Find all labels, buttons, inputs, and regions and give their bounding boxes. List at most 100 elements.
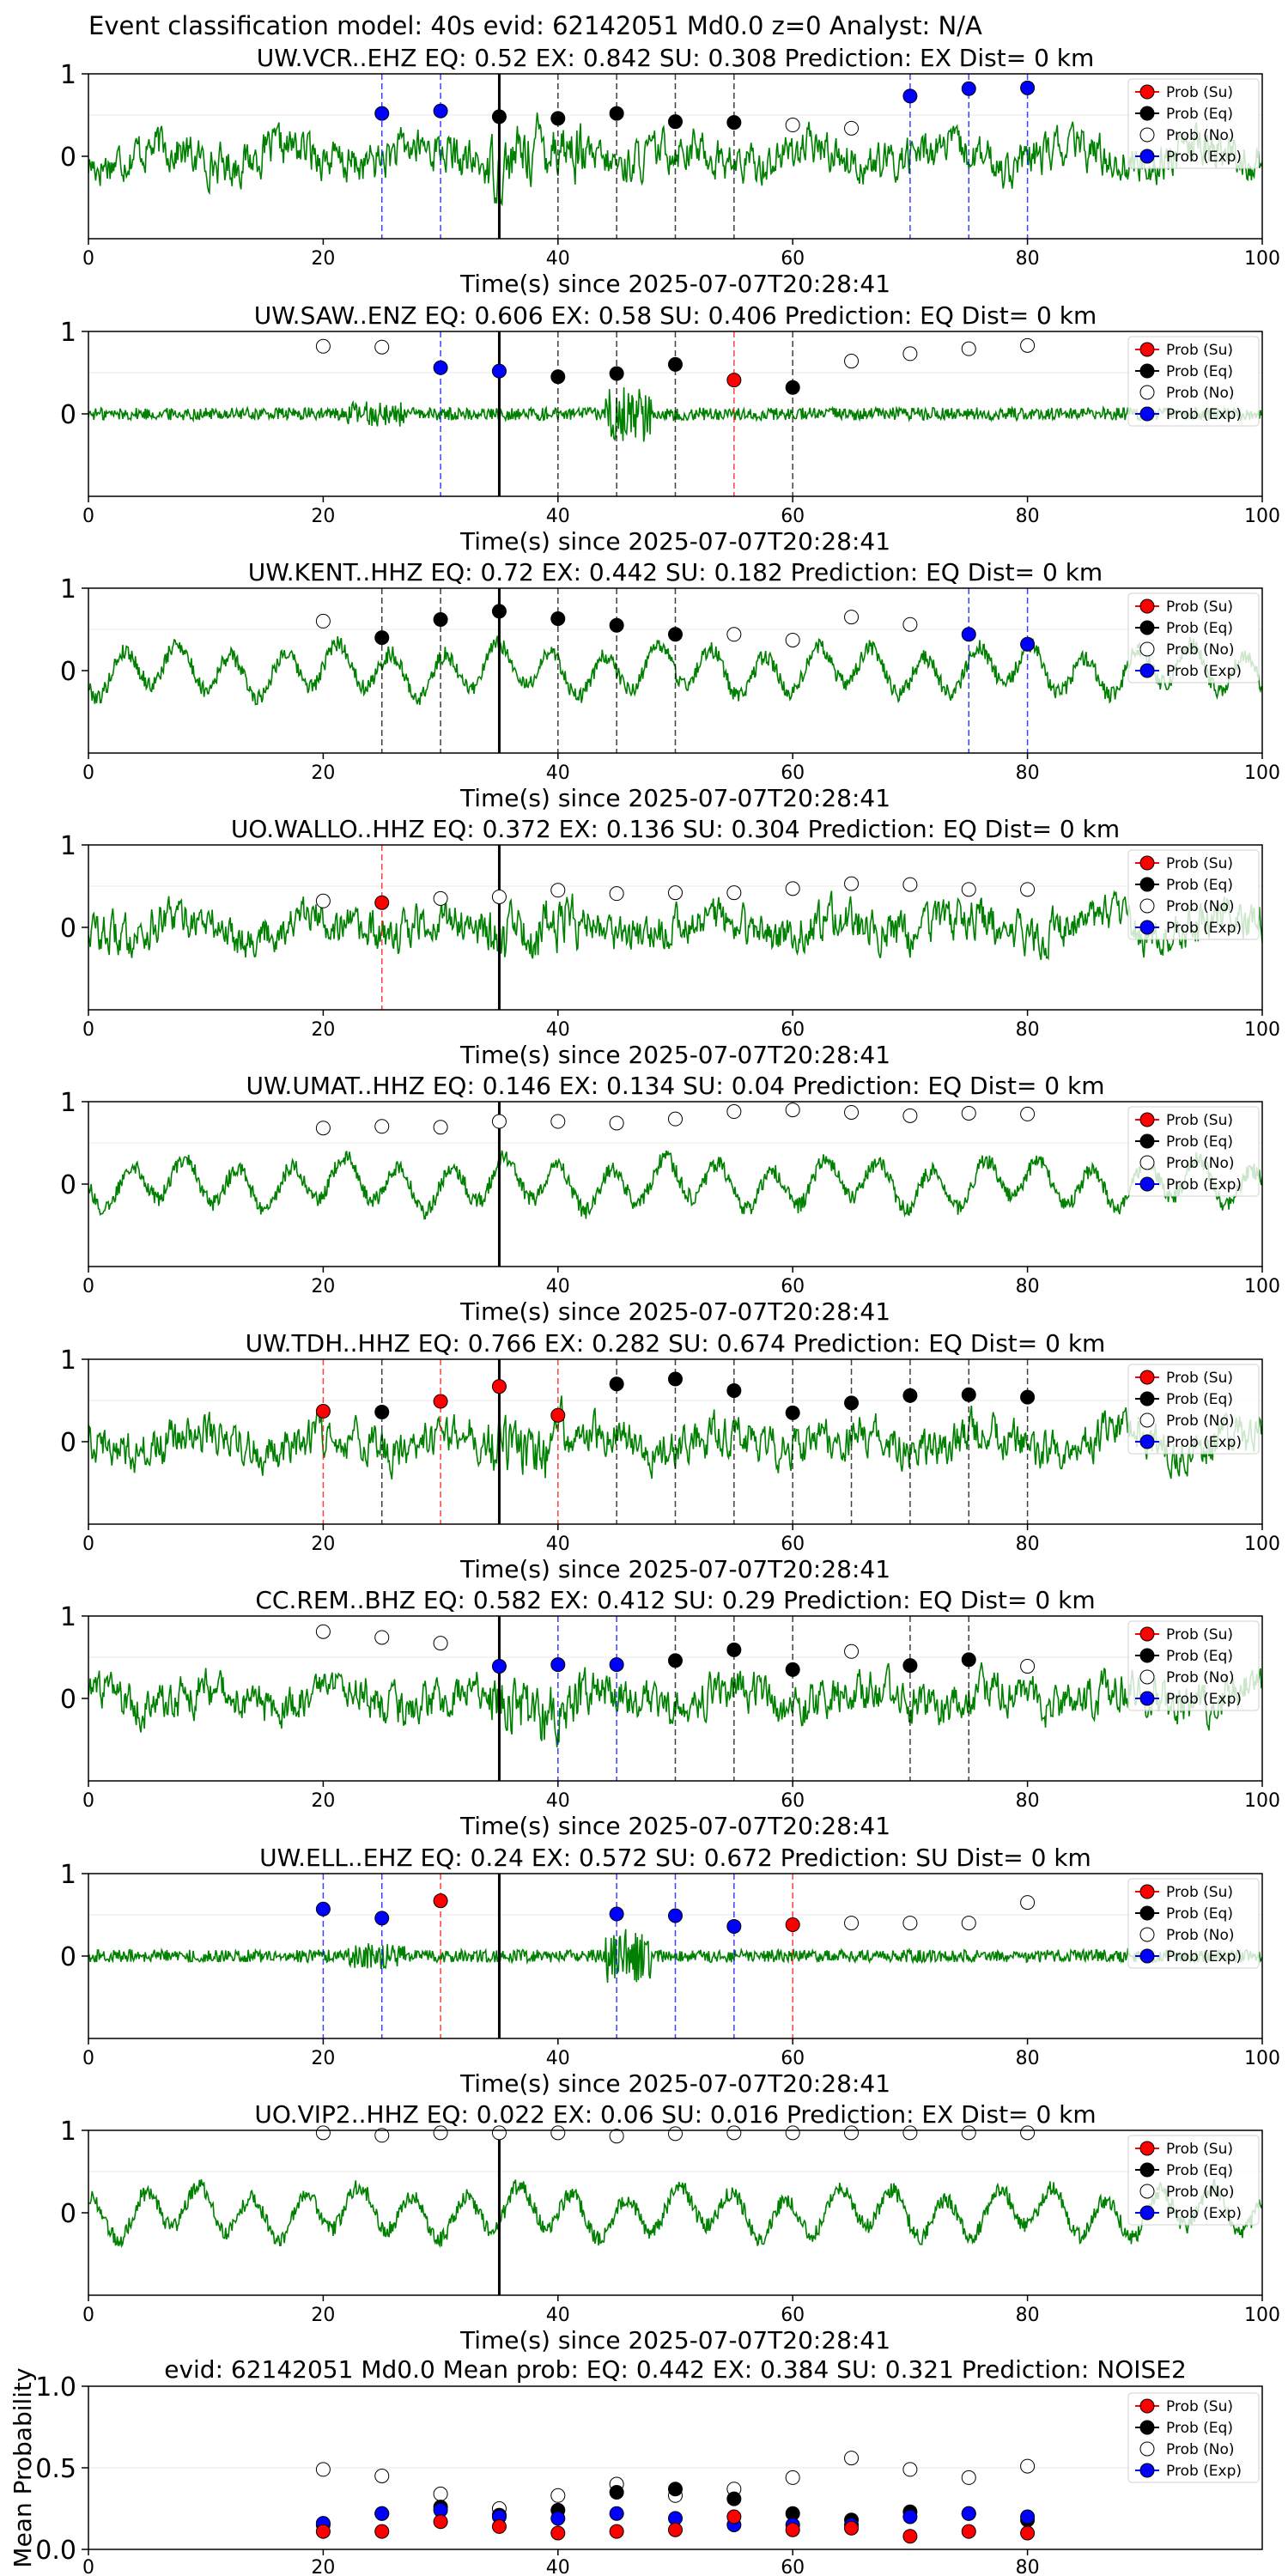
mean-point-no bbox=[961, 2470, 976, 2485]
prob-point-no bbox=[902, 877, 918, 892]
legend-label-eq: Prob (Eq) bbox=[1166, 363, 1233, 380]
legend-marker-no bbox=[1139, 1413, 1155, 1428]
legend-marker-su bbox=[1139, 1112, 1155, 1127]
prob-point-no bbox=[374, 1630, 390, 1645]
panel-title: UW.ELL..EHZ EQ: 0.24 EX: 0.572 SU: 0.672… bbox=[259, 1844, 1091, 1872]
prob-point-eq bbox=[491, 109, 507, 125]
prob-point-su bbox=[433, 1394, 448, 1409]
mean-point-su bbox=[902, 2529, 918, 2544]
legend-marker-su bbox=[1139, 2141, 1155, 2156]
xtick-label: 20 bbox=[311, 248, 335, 270]
panel-UW.KENT..HHZ: UW.KENT..HHZ EQ: 0.72 EX: 0.442 SU: 0.18… bbox=[60, 558, 1280, 812]
legend-marker-no bbox=[1139, 898, 1155, 914]
legend-marker-eq bbox=[1139, 106, 1155, 121]
mean-point-exp bbox=[550, 2511, 566, 2526]
mean-point-no bbox=[1020, 2458, 1036, 2474]
prob-point-no bbox=[726, 1104, 742, 1120]
xtick-label: 40 bbox=[546, 248, 570, 270]
prob-point-exp bbox=[902, 88, 918, 104]
prob-point-no bbox=[433, 1120, 448, 1135]
legend-marker-su bbox=[1139, 855, 1155, 871]
prob-point-eq bbox=[668, 1371, 683, 1387]
mean-point-no bbox=[844, 2451, 860, 2466]
xaxis-label: Time(s) since 2025-07-07T20:28:41 bbox=[459, 1297, 890, 1326]
prob-point-no bbox=[902, 1108, 918, 1123]
xtick-label: 20 bbox=[311, 2305, 335, 2326]
mean-point-no bbox=[902, 2462, 918, 2477]
legend-label-no: Prob (No) bbox=[1166, 1155, 1235, 1172]
prob-point-no bbox=[1020, 882, 1036, 897]
mean-point-su bbox=[961, 2524, 976, 2539]
prob-point-no bbox=[726, 2125, 742, 2141]
legend-label-eq: Prob (Eq) bbox=[1166, 106, 1233, 123]
mean-point-eq bbox=[726, 2491, 742, 2506]
legend-marker-su bbox=[1139, 2398, 1155, 2414]
xtick-label: 100 bbox=[1244, 1534, 1280, 1555]
prob-point-su bbox=[491, 1379, 507, 1394]
legend-label-su: Prob (Su) bbox=[1166, 84, 1233, 101]
prob-point-no bbox=[961, 341, 976, 356]
ytick-label: 1.0 bbox=[35, 2372, 76, 2403]
prob-point-no bbox=[433, 890, 448, 906]
prob-point-no bbox=[1020, 1659, 1036, 1674]
legend-label-exp: Prob (Exp) bbox=[1166, 406, 1242, 423]
prob-point-eq bbox=[902, 1658, 918, 1674]
legend-box bbox=[1127, 1620, 1260, 1711]
ytick-label: 1 bbox=[60, 318, 76, 348]
prob-point-no bbox=[785, 118, 800, 133]
xaxis-label: Time(s) since 2025-07-07T20:28:41 bbox=[459, 527, 890, 556]
prob-point-eq bbox=[961, 1652, 976, 1668]
ytick-label: 1 bbox=[60, 2117, 76, 2147]
legend-label-eq: Prob (Eq) bbox=[1166, 1391, 1233, 1408]
legend-marker-no bbox=[1139, 127, 1155, 143]
figure-title: Event classification model: 40s evid: 62… bbox=[88, 11, 982, 40]
legend-label-su: Prob (Su) bbox=[1166, 342, 1233, 359]
prob-point-no bbox=[961, 1105, 976, 1121]
panel-title: UO.WALLO..HHZ EQ: 0.372 EX: 0.136 SU: 0.… bbox=[231, 815, 1120, 843]
mean-point-su bbox=[726, 2509, 742, 2524]
xtick-label: 40 bbox=[546, 2557, 570, 2576]
xaxis-label: Time(s) since 2025-07-07T20:28:41 bbox=[459, 784, 890, 812]
prob-point-no bbox=[550, 2125, 566, 2141]
legend-marker-eq bbox=[1139, 1905, 1155, 1921]
xtick-label: 20 bbox=[311, 1534, 335, 1555]
prob-point-no bbox=[902, 1916, 918, 1931]
panel-UW.UMAT..HHZ: UW.UMAT..HHZ EQ: 0.146 EX: 0.134 SU: 0.0… bbox=[60, 1072, 1280, 1326]
mean-point-su bbox=[785, 2522, 800, 2537]
xaxis-label: Time(s) since 2025-07-07T20:28:41 bbox=[459, 2069, 890, 2098]
mean-point-su bbox=[844, 2520, 860, 2536]
xtick-label: 20 bbox=[311, 1276, 335, 1297]
legend-box bbox=[1127, 1364, 1260, 1455]
xtick-label: 60 bbox=[781, 506, 805, 527]
legend-marker-exp bbox=[1139, 149, 1155, 164]
mean-point-su bbox=[1020, 2525, 1036, 2541]
prob-point-no bbox=[844, 1104, 860, 1120]
xtick-label: 0 bbox=[82, 1019, 94, 1041]
mean-point-eq bbox=[668, 2482, 683, 2497]
prob-point-no bbox=[726, 627, 742, 642]
legend-label-exp: Prob (Exp) bbox=[1166, 920, 1242, 937]
legend-marker-no bbox=[1139, 2441, 1155, 2457]
panel-mean-probability: evid: 62142051 Md0.0 Mean prob: EQ: 0.44… bbox=[9, 2355, 1263, 2576]
legend-marker-su bbox=[1139, 1626, 1155, 1642]
panel-title: UW.UMAT..HHZ EQ: 0.146 EX: 0.134 SU: 0.0… bbox=[246, 1072, 1104, 1100]
ytick-label: 0 bbox=[60, 2199, 76, 2229]
ytick-label: 1 bbox=[60, 60, 76, 90]
prob-point-exp bbox=[491, 363, 507, 379]
prob-point-exp bbox=[961, 81, 976, 96]
xtick-label: 0 bbox=[82, 1276, 94, 1297]
prob-point-eq bbox=[844, 1395, 860, 1411]
xtick-label: 100 bbox=[1244, 506, 1280, 527]
prob-point-no bbox=[668, 885, 683, 901]
legend-label-su: Prob (Su) bbox=[1166, 1370, 1233, 1387]
prob-point-no bbox=[315, 2125, 331, 2141]
yaxis-label: Mean Probability bbox=[9, 2367, 37, 2567]
legend-label-no: Prob (No) bbox=[1166, 1413, 1235, 1430]
legend-marker-no bbox=[1139, 641, 1155, 657]
prob-point-no bbox=[961, 882, 976, 897]
prob-point-no bbox=[374, 2128, 390, 2143]
xtick-label: 20 bbox=[311, 1019, 335, 1041]
panel-UW.VCR..EHZ: UW.VCR..EHZ EQ: 0.52 EX: 0.842 SU: 0.308… bbox=[60, 44, 1280, 298]
ytick-label: 0.0 bbox=[35, 2536, 76, 2566]
